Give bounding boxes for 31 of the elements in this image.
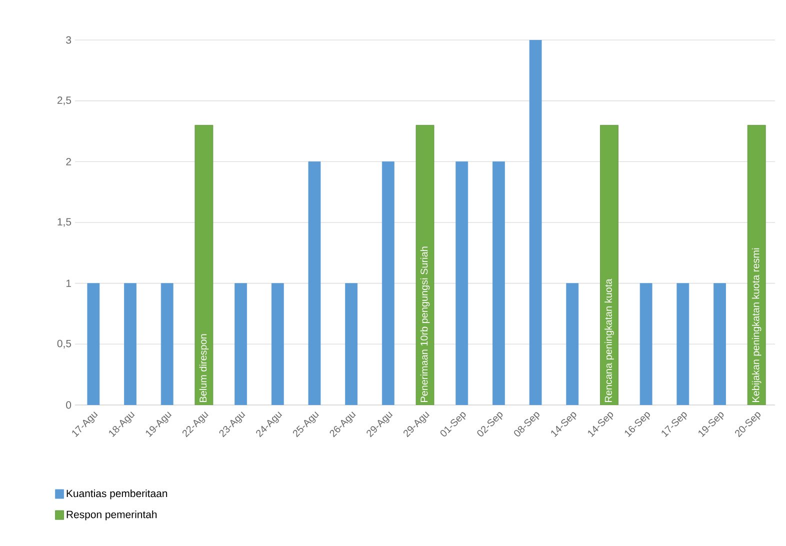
bar [676, 283, 690, 405]
bar [456, 161, 468, 405]
y-tick-label: 2,5 [57, 96, 72, 106]
bar [308, 161, 321, 405]
y-tick-label: 1 [66, 280, 71, 287]
bar [747, 124, 766, 405]
legend-label: Respon pemerintah [66, 510, 157, 520]
bar [529, 40, 542, 405]
bar [566, 283, 579, 405]
y-tick-label: 2 [66, 158, 71, 166]
bar [87, 283, 100, 405]
bar [640, 283, 652, 405]
data-label: Kebijakan peningkatan kuota resmi [752, 248, 762, 402]
data-label: Rencana peningkatan kuota [604, 278, 614, 402]
bar [345, 283, 358, 405]
bar [714, 283, 726, 405]
bar [382, 161, 394, 405]
data-label: Belum direspon [199, 334, 209, 402]
bar [194, 124, 214, 405]
bar [124, 283, 136, 405]
bar [271, 283, 284, 405]
y-tick-label: 0,5 [57, 340, 72, 348]
y-tick-label: 1,5 [58, 218, 72, 227]
y-tick-label: 3 [66, 36, 72, 44]
bar [234, 283, 247, 405]
legend-label: Kuantias pemberitaan [66, 489, 168, 500]
bar [600, 124, 618, 405]
y-tick-label: 0 [66, 401, 72, 409]
data-label: Penerimaan 10rb pengungsi Suriah [420, 246, 430, 402]
bar [492, 161, 505, 405]
bar [160, 283, 174, 405]
